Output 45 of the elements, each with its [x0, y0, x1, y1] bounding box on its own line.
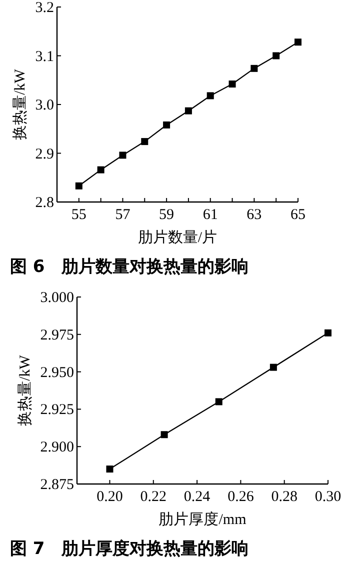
- text: 图 7 肋片厚度对换热量的影响: [10, 539, 249, 559]
- x-tick-label: 0.24: [184, 489, 211, 505]
- point: [106, 466, 114, 473]
- x-tick-label: 63: [246, 207, 262, 223]
- y-tick-label: 3.1: [35, 48, 54, 65]
- x-tick-label: 0.20: [96, 489, 123, 505]
- x-tick-label: 0.26: [228, 489, 254, 505]
- point: [294, 38, 302, 46]
- y-tick-label: 3.0: [35, 98, 54, 114]
- y-tick-label: 2.975: [40, 327, 74, 344]
- x-tick-label: 0.30: [314, 489, 342, 505]
- point: [160, 431, 168, 438]
- y-tick-label: 3.2: [35, 0, 54, 16]
- x-tick-label: 61: [202, 207, 218, 223]
- y-tick-label: 2.925: [40, 402, 74, 418]
- y-tick-label: 2.8: [35, 195, 54, 211]
- point: [163, 121, 170, 128]
- point: [119, 152, 126, 159]
- x-tick-label: 0.28: [271, 489, 298, 505]
- point: [75, 182, 82, 190]
- y-axis-title: 换热量/kW: [11, 68, 28, 140]
- point: [270, 364, 277, 371]
- y-axis-title: 换热量/kW: [16, 354, 34, 426]
- x-tick-label: 59: [159, 207, 174, 223]
- point: [324, 329, 332, 336]
- text: 图 6 肋片数量对换热量的影响: [10, 257, 249, 277]
- x-axis-title: 肋片厚度/mm: [158, 511, 247, 528]
- x-axis-title: 肋片数量/片: [138, 229, 218, 246]
- y-tick-label: 2.950: [40, 364, 74, 381]
- y-tick-label: 2.9: [35, 146, 54, 162]
- point: [141, 138, 148, 146]
- point: [97, 166, 104, 174]
- point: [184, 107, 192, 114]
- point: [228, 80, 236, 88]
- x-tick-label: 0.22: [140, 489, 167, 505]
- point: [250, 64, 258, 72]
- x-tick-label: 55: [71, 207, 86, 223]
- x-tick-label: 57: [115, 207, 131, 223]
- y-tick-label: 2.875: [40, 477, 74, 493]
- point: [215, 398, 222, 406]
- x-tick-label: 65: [290, 207, 306, 223]
- point: [206, 92, 214, 100]
- y-tick-label: 3.000: [40, 290, 74, 306]
- y-tick-label: 2.900: [40, 440, 74, 456]
- point: [272, 52, 280, 60]
